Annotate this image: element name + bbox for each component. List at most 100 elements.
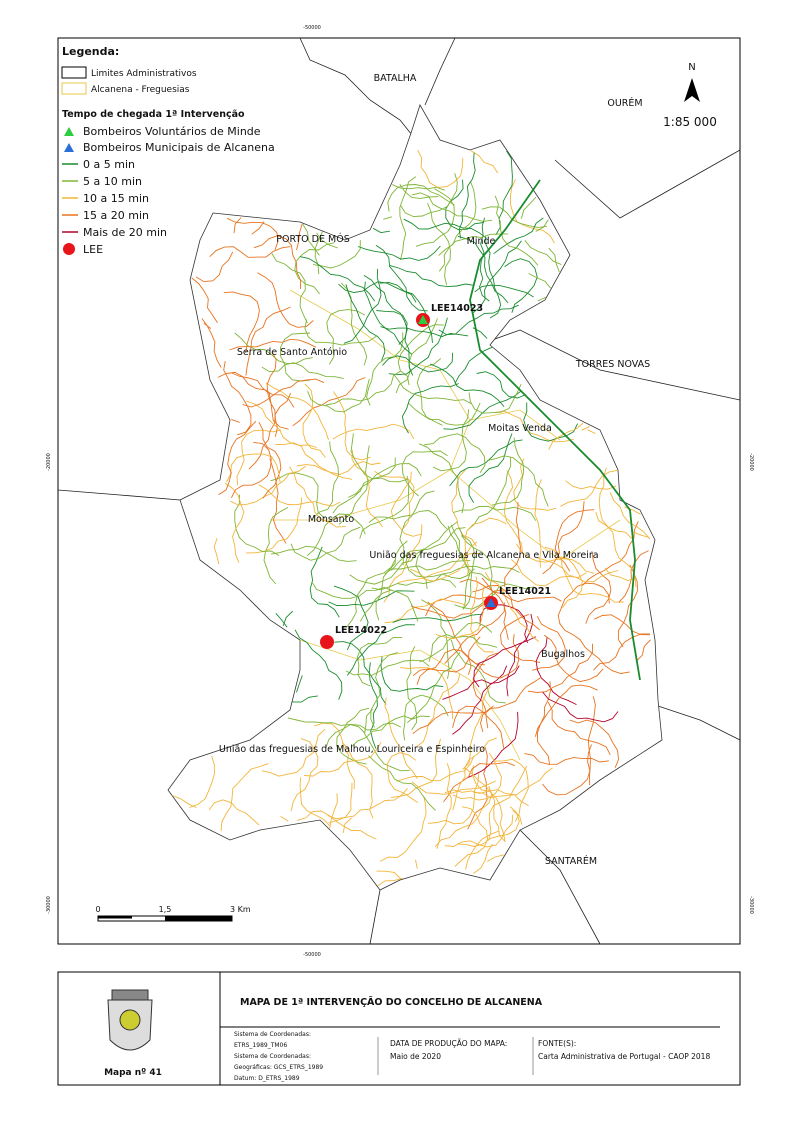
road (246, 400, 318, 448)
road (444, 602, 505, 664)
road (408, 402, 481, 426)
road (270, 545, 357, 562)
road (245, 306, 291, 376)
scale-bar (165, 916, 232, 921)
road (218, 420, 257, 496)
road (234, 494, 280, 556)
scale-label: 0 (95, 905, 100, 914)
road (581, 426, 590, 431)
road (411, 780, 497, 795)
scale-bar (98, 916, 132, 919)
legend-item: 0 a 5 min (83, 158, 135, 171)
road (302, 383, 326, 458)
road (486, 455, 549, 507)
road (345, 284, 386, 361)
road (547, 701, 611, 756)
road (231, 372, 289, 430)
road (306, 513, 366, 557)
place-label: OURÉM (607, 97, 642, 109)
road (464, 767, 506, 843)
road (506, 613, 534, 697)
road (565, 480, 617, 490)
road (524, 240, 562, 266)
road (493, 217, 544, 255)
road (203, 322, 212, 329)
road (351, 449, 383, 528)
coord-label: -50000 (303, 952, 321, 958)
road (263, 507, 289, 585)
road (368, 755, 436, 811)
road (415, 859, 418, 869)
road (208, 799, 260, 826)
road (445, 179, 484, 231)
road (234, 332, 313, 364)
road (258, 421, 282, 499)
road (454, 806, 489, 867)
road (542, 691, 619, 723)
legend-item: 10 a 15 min (83, 192, 149, 205)
road (557, 582, 610, 625)
road (512, 809, 523, 825)
road (582, 521, 639, 586)
footer: Mapa nº 41 MAPA DE 1ª INTERVENÇÃO DO CONC… (104, 997, 710, 1082)
road (411, 192, 493, 222)
place-label: Bugalhos (541, 649, 585, 660)
road (468, 384, 522, 414)
place-label: BATALHA (374, 73, 417, 84)
legend-item: Bombeiros Municipais de Alcanena (83, 141, 275, 154)
road (304, 742, 382, 777)
road (289, 466, 346, 528)
road (332, 457, 396, 514)
road (270, 472, 326, 519)
road (230, 465, 307, 506)
road (372, 227, 390, 234)
road (491, 437, 525, 506)
road (242, 378, 325, 408)
road (229, 338, 317, 351)
road (464, 517, 507, 576)
road (325, 370, 402, 406)
road (449, 439, 523, 487)
road (395, 318, 438, 394)
road (473, 767, 553, 799)
road (246, 497, 303, 554)
road (307, 378, 370, 413)
road (427, 203, 451, 286)
road (280, 816, 289, 822)
road (467, 456, 512, 531)
road (435, 565, 520, 581)
road (479, 217, 490, 302)
road (314, 231, 324, 275)
road (504, 258, 538, 313)
road (450, 524, 471, 610)
road (311, 581, 393, 599)
road (299, 256, 376, 302)
system-text: Sistema de Coordenadas: (234, 1053, 311, 1060)
road (487, 854, 504, 862)
system-text: Sistema de Coordenadas: (234, 1031, 311, 1038)
road (516, 543, 595, 574)
legend-symbol (64, 127, 74, 136)
place-label: Moitas Venda (488, 423, 552, 434)
road (532, 615, 566, 671)
road (261, 362, 344, 380)
road (384, 559, 471, 575)
road (333, 391, 371, 461)
road (399, 176, 417, 260)
road (340, 282, 368, 366)
road (436, 763, 452, 850)
road (424, 433, 486, 474)
road (223, 361, 252, 436)
road (384, 598, 468, 624)
admin-boundaries (57, 37, 741, 945)
road (462, 686, 491, 770)
municipal-crest (107, 989, 153, 1051)
legend-symbol (63, 243, 75, 255)
road (209, 246, 291, 258)
road (548, 247, 560, 273)
road (454, 346, 493, 384)
road (287, 717, 366, 734)
road (416, 648, 472, 685)
road (609, 492, 651, 540)
